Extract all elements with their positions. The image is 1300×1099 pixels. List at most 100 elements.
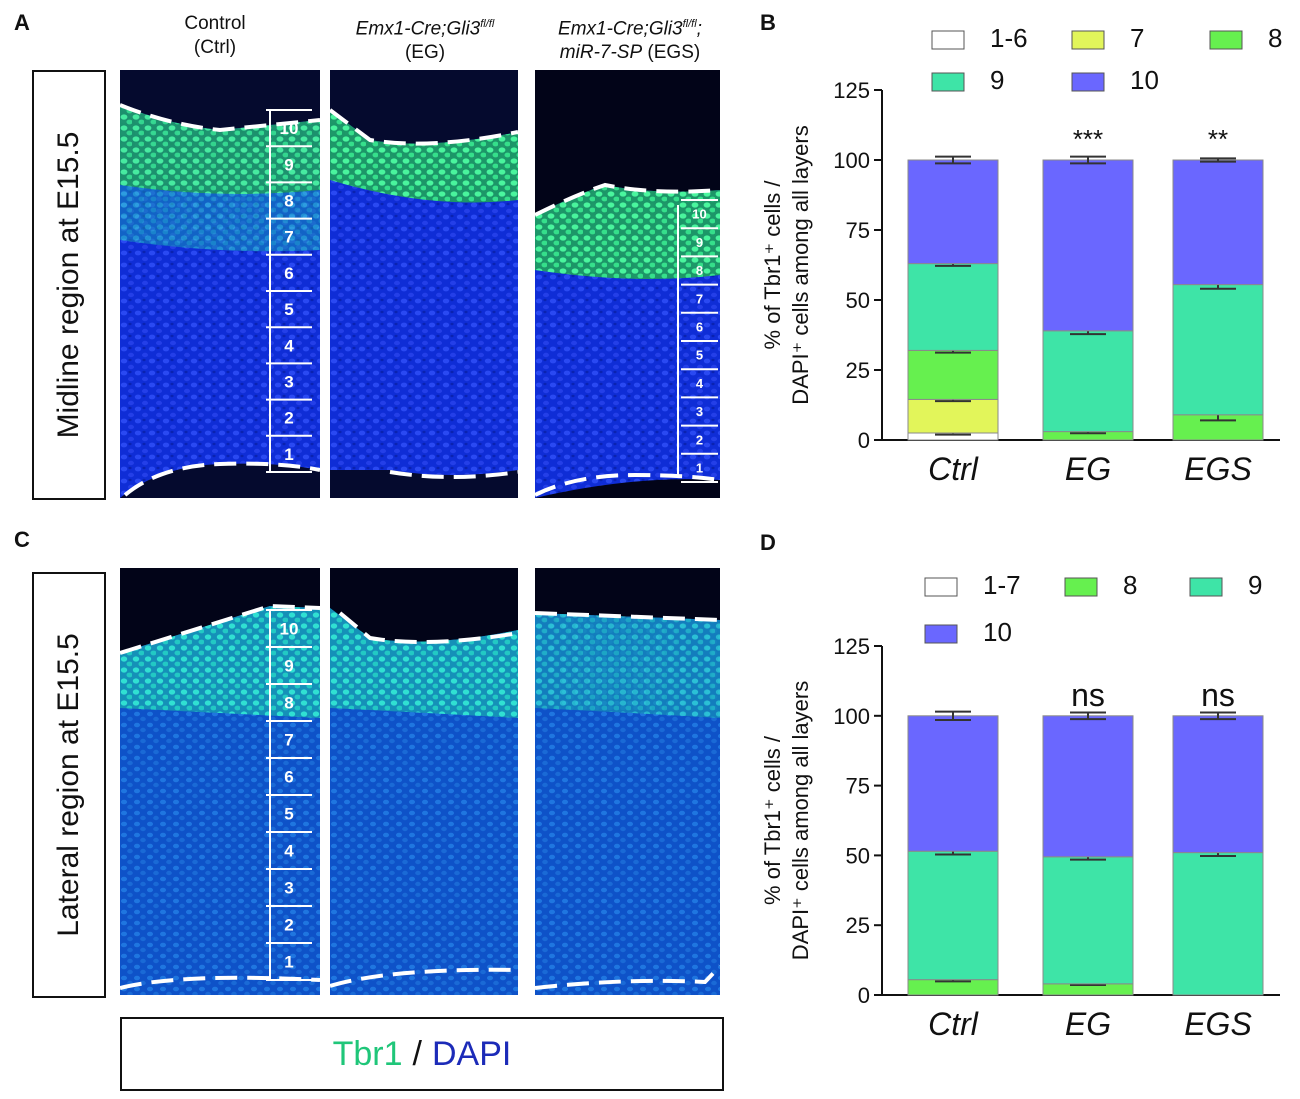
panel-label-d: D [760, 530, 776, 555]
significance-label: ns [1071, 677, 1105, 713]
y-axis-label-line2: DAPI⁺ cells among all layers [788, 125, 813, 404]
column-title-eg-sup: fl/fl [480, 18, 495, 30]
layer-label-egs-midline: 6 [696, 319, 703, 334]
bar-segment [907, 263, 999, 351]
panel-label-a: A [14, 10, 30, 35]
legend-label: 10 [1130, 65, 1159, 95]
layer-label-ctrl-lateral: 7 [284, 730, 293, 749]
layer-label-egs-midline: 7 [696, 291, 703, 306]
layer-label-ctrl-midline: 4 [284, 336, 294, 355]
y-tick-label: 25 [846, 913, 870, 938]
image-eg-midline [330, 70, 518, 498]
image-ctrl-lateral [120, 568, 320, 995]
legend-label: 9 [1248, 570, 1262, 600]
significance-label: ns [1201, 677, 1235, 713]
y-tick-label: 125 [833, 634, 870, 659]
column-title-egs-sup: fl/fl [682, 18, 697, 30]
column-title-egs-line2: miR-7-SP [559, 42, 643, 64]
tbr1-label: Tbr1 [332, 1034, 403, 1073]
legend-swatch [924, 624, 958, 644]
bar-segment [907, 349, 999, 400]
dapi-label: DAPI [432, 1034, 512, 1073]
layer-label-egs-midline: 3 [696, 404, 703, 419]
legend-label: 7 [1130, 23, 1144, 53]
layer-label-egs-midline: 10 [692, 207, 706, 222]
legend-swatch [931, 30, 965, 50]
layer-label-ctrl-lateral: 1 [284, 952, 293, 971]
legend-swatch [1071, 30, 1105, 50]
error-bar [1070, 155, 1106, 165]
error-bar [1070, 711, 1106, 721]
legend-label: 1-7 [983, 570, 1021, 600]
significance-label: *** [1073, 124, 1103, 154]
bar-segment [1172, 159, 1264, 286]
x-tick-label: EGS [1184, 451, 1252, 487]
x-tick-label: EG [1065, 1006, 1111, 1042]
layer-label-ctrl-lateral: 4 [284, 841, 294, 860]
layer-label-ctrl-midline: 9 [284, 155, 293, 174]
y-tick-label: 125 [833, 78, 870, 103]
y-tick-label: 25 [846, 358, 870, 383]
layer-label-ctrl-midline: 7 [284, 228, 293, 247]
column-title-eg: Emx1-Cre;Gli3fl/fl (EG) [320, 12, 530, 65]
layer-label-egs-midline: 8 [696, 263, 703, 278]
significance-label: ** [1208, 124, 1228, 154]
layer-label-egs-midline: 1 [696, 460, 703, 475]
image-egs-lateral [535, 568, 720, 995]
layer-label-ctrl-lateral: 9 [284, 656, 293, 675]
layer-label-ctrl-midline: 8 [284, 191, 293, 210]
x-tick-label: EGS [1184, 1006, 1252, 1042]
bar-segment [907, 715, 999, 852]
legend-label: 8 [1123, 570, 1137, 600]
bar-segment [1042, 715, 1134, 858]
error-bar [935, 710, 971, 721]
y-axis-label-line1: % of Tbr1⁺ cells / [760, 735, 785, 905]
layer-label-egs-midline: 9 [696, 235, 703, 250]
x-tick-label: EG [1065, 451, 1111, 487]
error-bar [1200, 711, 1236, 721]
image-ctrl-midline [120, 70, 320, 498]
layer-label-egs-midline: 2 [696, 432, 703, 447]
panel-label-c: C [14, 527, 30, 552]
layer-label-ctrl-lateral: 10 [280, 619, 299, 638]
legend-swatch [924, 577, 958, 597]
y-tick-label: 50 [846, 288, 870, 313]
column-title-egs-genotype: Emx1-Cre;Gli3 [558, 18, 683, 40]
column-title-eg-genotype: Emx1-Cre;Gli3 [355, 18, 481, 40]
column-title-ctrl-line1: Control [184, 13, 246, 34]
image-eg-lateral [330, 568, 518, 995]
legend-swatch [1071, 72, 1105, 92]
legend-swatch [931, 72, 965, 92]
y-tick-label: 0 [858, 428, 870, 453]
bar-segment [1172, 852, 1264, 996]
y-axis-label-line2: DAPI⁺ cells among all layers [788, 681, 813, 960]
layer-label-ctrl-lateral: 8 [284, 693, 293, 712]
column-title-egs-abbr: (EGS) [642, 42, 701, 64]
y-axis-label-line1: % of Tbr1⁺ cells / [760, 180, 785, 350]
layer-label-egs-midline: 4 [696, 376, 704, 391]
y-tick-label: 100 [833, 704, 870, 729]
bar-segment [1042, 330, 1134, 433]
layer-label-ctrl-lateral: 6 [284, 767, 293, 786]
stain-separator: / [412, 1034, 422, 1073]
column-title-egs-suffix: ; [696, 18, 702, 40]
column-title-ctrl-line2: (Ctrl) [193, 37, 237, 58]
error-bar [935, 155, 971, 165]
bar-segment [1042, 856, 1134, 985]
layer-label-ctrl-midline: 1 [284, 445, 293, 464]
layer-label-ctrl-midline: 6 [284, 264, 293, 283]
layer-label-ctrl-midline: 3 [284, 372, 293, 391]
legend-swatch [1209, 30, 1243, 50]
midline-region-label-box: Midline region at E15.5 [32, 70, 106, 500]
bar-segment [907, 398, 999, 434]
x-tick-label: Ctrl [928, 451, 979, 487]
bar-segment [1172, 284, 1264, 416]
legend-label: 9 [990, 65, 1004, 95]
legend-label: 8 [1268, 23, 1282, 53]
lateral-region-label-box: Lateral region at E15.5 [32, 572, 106, 998]
legend-label: 1-6 [990, 23, 1028, 53]
legend-swatch [1189, 577, 1223, 597]
layer-label-ctrl-midline: 5 [284, 300, 293, 319]
